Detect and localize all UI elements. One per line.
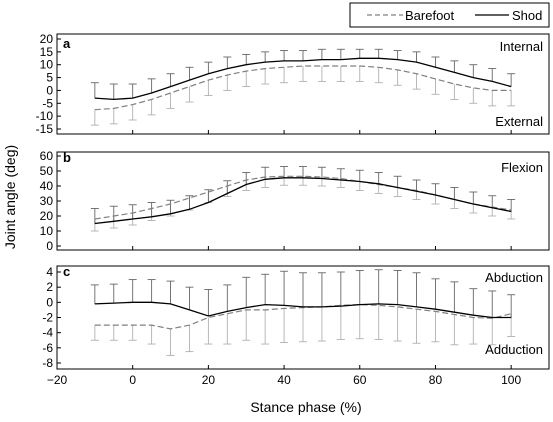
legend-label-shod: Shod	[512, 8, 542, 23]
panel-c-y-tick-label: -8	[42, 356, 53, 370]
x-axis-title: Stance phase (%)	[250, 399, 361, 415]
panel-a-y-tick-label: -10	[36, 109, 54, 123]
panel-b-shod-line	[94, 177, 512, 225]
panel-c-y-tick-label: 0	[46, 295, 53, 309]
x-tick-label: 0	[129, 373, 136, 387]
panel-c-y-tick-label: -4	[42, 326, 53, 340]
y-axis-title: Joint angle (deg)	[2, 145, 18, 249]
panel-a-y-tick-label: 15	[40, 45, 54, 59]
legend-box	[349, 2, 550, 28]
panel-a-y-tick-label: 0	[46, 83, 53, 97]
panel-c-y-tick-label: 2	[46, 280, 53, 294]
panel-a-y-tick-label: 5	[46, 71, 53, 85]
axis-ticks: -15-10-5051015200102030405060-8-6-4-2024…	[36, 32, 522, 387]
panel-b-y-tick-label: 20	[40, 209, 54, 223]
panel-a-annotation-top: Internal	[500, 39, 543, 54]
panel-frames	[56, 33, 550, 370]
panel-a-letter: a	[63, 36, 71, 51]
panel-a-y-tick-label: -15	[36, 122, 54, 136]
x-tick-label: 100	[501, 373, 521, 387]
panel-b-annotation-top: Flexion	[501, 160, 543, 175]
panel-a-y-tick-label: 10	[40, 58, 54, 72]
panel-a-shod-line	[94, 57, 512, 101]
x-tick-label: 20	[202, 373, 216, 387]
panel-c-annotation-bottom: Adduction	[485, 342, 543, 357]
panel-b-y-tick-label: 30	[40, 194, 54, 208]
panel-c-shod-line	[94, 301, 512, 319]
panel-c-y-tick-label: -6	[42, 341, 53, 355]
x-tick-label: 60	[353, 373, 367, 387]
panel-b-y-tick-label: 10	[40, 224, 54, 238]
panel-c-y-tick-label: 4	[46, 265, 53, 279]
x-tick-label: −20	[47, 373, 68, 387]
panel-a-y-tick-label: 20	[40, 32, 54, 46]
panel-a-barefoot-line	[94, 65, 512, 111]
series-lines	[94, 57, 512, 330]
panel-a-frame	[56, 33, 550, 135]
legend: Barefoot Shod	[349, 2, 550, 28]
panel-b-y-tick-label: 0	[46, 239, 53, 253]
panel-a-y-tick-label: -5	[42, 96, 53, 110]
panel-b-letter: b	[63, 150, 71, 165]
panel-a-annotation-bottom: External	[495, 114, 543, 129]
panel-b-y-tick-label: 60	[40, 149, 54, 163]
panel-c-y-tick-label: -2	[42, 311, 53, 325]
error-bars	[90, 48, 516, 356]
x-tick-label: 40	[277, 373, 291, 387]
x-tick-label: 80	[429, 373, 443, 387]
panel-c-letter: c	[63, 264, 70, 279]
panel-b-y-tick-label: 40	[40, 179, 54, 193]
panel-c-annotation-top: Abduction	[485, 270, 543, 285]
panel-c-barefoot-line	[94, 303, 512, 330]
legend-label-barefoot: Barefoot	[405, 8, 455, 23]
panel-b-y-tick-label: 50	[40, 164, 54, 178]
